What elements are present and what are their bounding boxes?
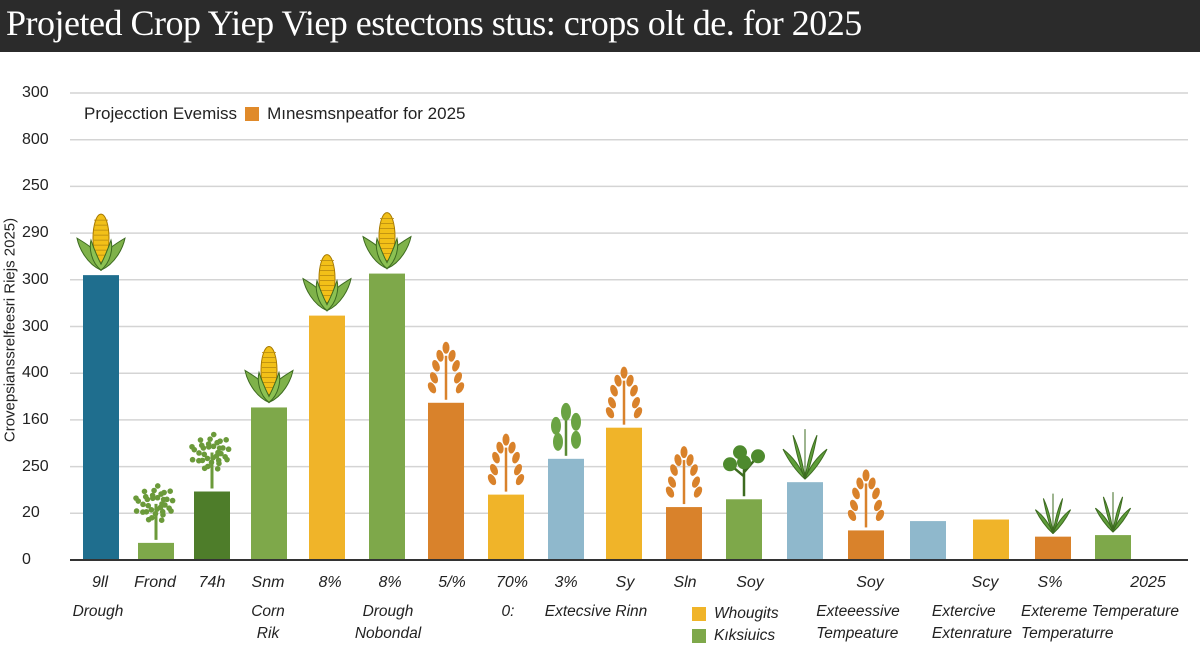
x-group-label-line: 0:	[501, 603, 515, 620]
bar	[194, 491, 230, 560]
corn-icon	[244, 345, 294, 404]
legend-label: Kıksiuics	[714, 627, 776, 644]
bar	[251, 407, 287, 560]
x-group-label-line: Drough	[72, 603, 124, 620]
legend: Projecction Evemiss Mınesmsnpeatfor for …	[84, 104, 466, 124]
wheat-icon	[605, 366, 643, 425]
bar	[83, 275, 119, 560]
x-group-label: Extercive Extenrature	[932, 601, 1012, 645]
bar	[910, 521, 946, 560]
corn-icon	[362, 212, 412, 270]
x-group-label: Extecsive Rinn	[545, 601, 648, 623]
bar	[138, 542, 174, 560]
wheat-icon	[847, 469, 885, 528]
x-group-label: Corn Rik	[251, 601, 285, 645]
x-group-label-line: Temperaturre	[1021, 625, 1114, 642]
x-group-label-line: Extenrature	[931, 625, 1013, 642]
x-tick-label: 2025	[1130, 574, 1166, 591]
x-group-label: 0:	[502, 601, 515, 623]
x-tick-label: Frond	[134, 574, 176, 591]
bar	[428, 402, 464, 560]
soy-plant-icon	[723, 445, 765, 497]
legend-label: Whougits	[714, 605, 779, 622]
bottom-legend: Whougits Kıksiuics	[692, 603, 779, 647]
x-tick-label: 8%	[318, 574, 342, 591]
x-tick-label: 9ll	[91, 574, 109, 591]
bar	[848, 530, 884, 560]
legend-item: Whougits	[692, 603, 779, 625]
legend-swatch	[245, 107, 260, 121]
x-group-label-line: Tempeature	[816, 625, 899, 642]
y-tick-label: 300	[22, 270, 49, 288]
x-group-label-line: Extecsive Rinn	[544, 603, 648, 620]
x-tick-label: 5/%	[438, 574, 466, 591]
x-tick-label: Soy	[736, 574, 764, 591]
bar	[1095, 535, 1131, 560]
x-group-label-line: Rik	[256, 625, 280, 642]
legend-swatch	[692, 629, 706, 643]
bar	[787, 482, 823, 560]
grass-plant-icon	[782, 429, 828, 480]
wheat-icon	[665, 446, 703, 505]
y-tick-label: 20	[22, 504, 40, 522]
wheat-icon	[487, 433, 525, 492]
bar	[369, 273, 405, 560]
bar	[309, 315, 345, 560]
title-bar: Projeted Crop Yiep Viep estectons stus: …	[0, 0, 1200, 52]
legend-label: Mınesmsnpeatfor for 2025	[267, 104, 466, 123]
seedling-icon	[1094, 492, 1132, 533]
x-tick-label: Snm	[251, 574, 285, 591]
tree-icon	[189, 431, 232, 489]
x-group-label: Extereme Temperature Temperaturre	[1021, 601, 1179, 645]
y-tick-label: 250	[22, 457, 49, 475]
seedling-icon	[1034, 493, 1072, 535]
x-group-label: Exteeessive Tempeature	[816, 601, 900, 645]
bar	[1035, 536, 1071, 560]
x-group-label-line: Exteeessive	[816, 603, 900, 620]
x-group-label-line: Nobondal	[354, 625, 422, 642]
bar	[666, 507, 702, 560]
x-group-label-line: Corn	[251, 603, 285, 620]
bar	[973, 519, 1009, 560]
legend-label: Projecction Evemiss	[84, 104, 238, 123]
x-group-label: Drough	[73, 601, 124, 623]
x-group-label-line: Extercive	[931, 603, 996, 620]
x-tick-label: 3%	[554, 574, 578, 591]
y-tick-label: 250	[22, 177, 49, 195]
x-tick-label: Scy	[971, 574, 999, 591]
bar	[548, 458, 584, 560]
legend-swatch	[692, 607, 706, 621]
bar	[488, 494, 524, 560]
y-tick-label: 300	[22, 84, 49, 101]
corn-icon	[302, 254, 352, 312]
chart-title: Projeted Crop Yiep Viep estectons stus: …	[6, 3, 862, 43]
x-tick-label: 70%	[495, 574, 529, 591]
x-tick-label: S%	[1037, 574, 1063, 591]
x-group-label-line: Extereme Temperature	[1021, 603, 1179, 620]
tree-icon	[133, 483, 176, 540]
x-tick-label: Sy	[615, 574, 635, 591]
x-group-label: Drough Nobondal	[355, 601, 421, 645]
wheat-icon	[427, 341, 465, 400]
y-tick-label: 160	[22, 410, 49, 428]
y-tick-label: 300	[22, 317, 49, 335]
y-tick-label: 400	[22, 364, 49, 382]
y-tick-label: 290	[22, 224, 49, 242]
x-tick-label: Sln	[673, 574, 697, 591]
x-tick-label: 8%	[378, 574, 402, 591]
y-tick-label: 800	[22, 130, 49, 148]
corn-icon	[76, 213, 126, 271]
bar	[606, 427, 642, 560]
x-group-label-line: Drough	[362, 603, 414, 620]
legend-item: Kıksiuics	[692, 625, 779, 647]
leafy-plant-icon	[551, 402, 581, 456]
y-tick-label: 0	[22, 551, 31, 568]
bar	[726, 499, 762, 560]
x-tick-label: 74h	[198, 574, 226, 591]
x-tick-label: Soy	[856, 574, 884, 591]
